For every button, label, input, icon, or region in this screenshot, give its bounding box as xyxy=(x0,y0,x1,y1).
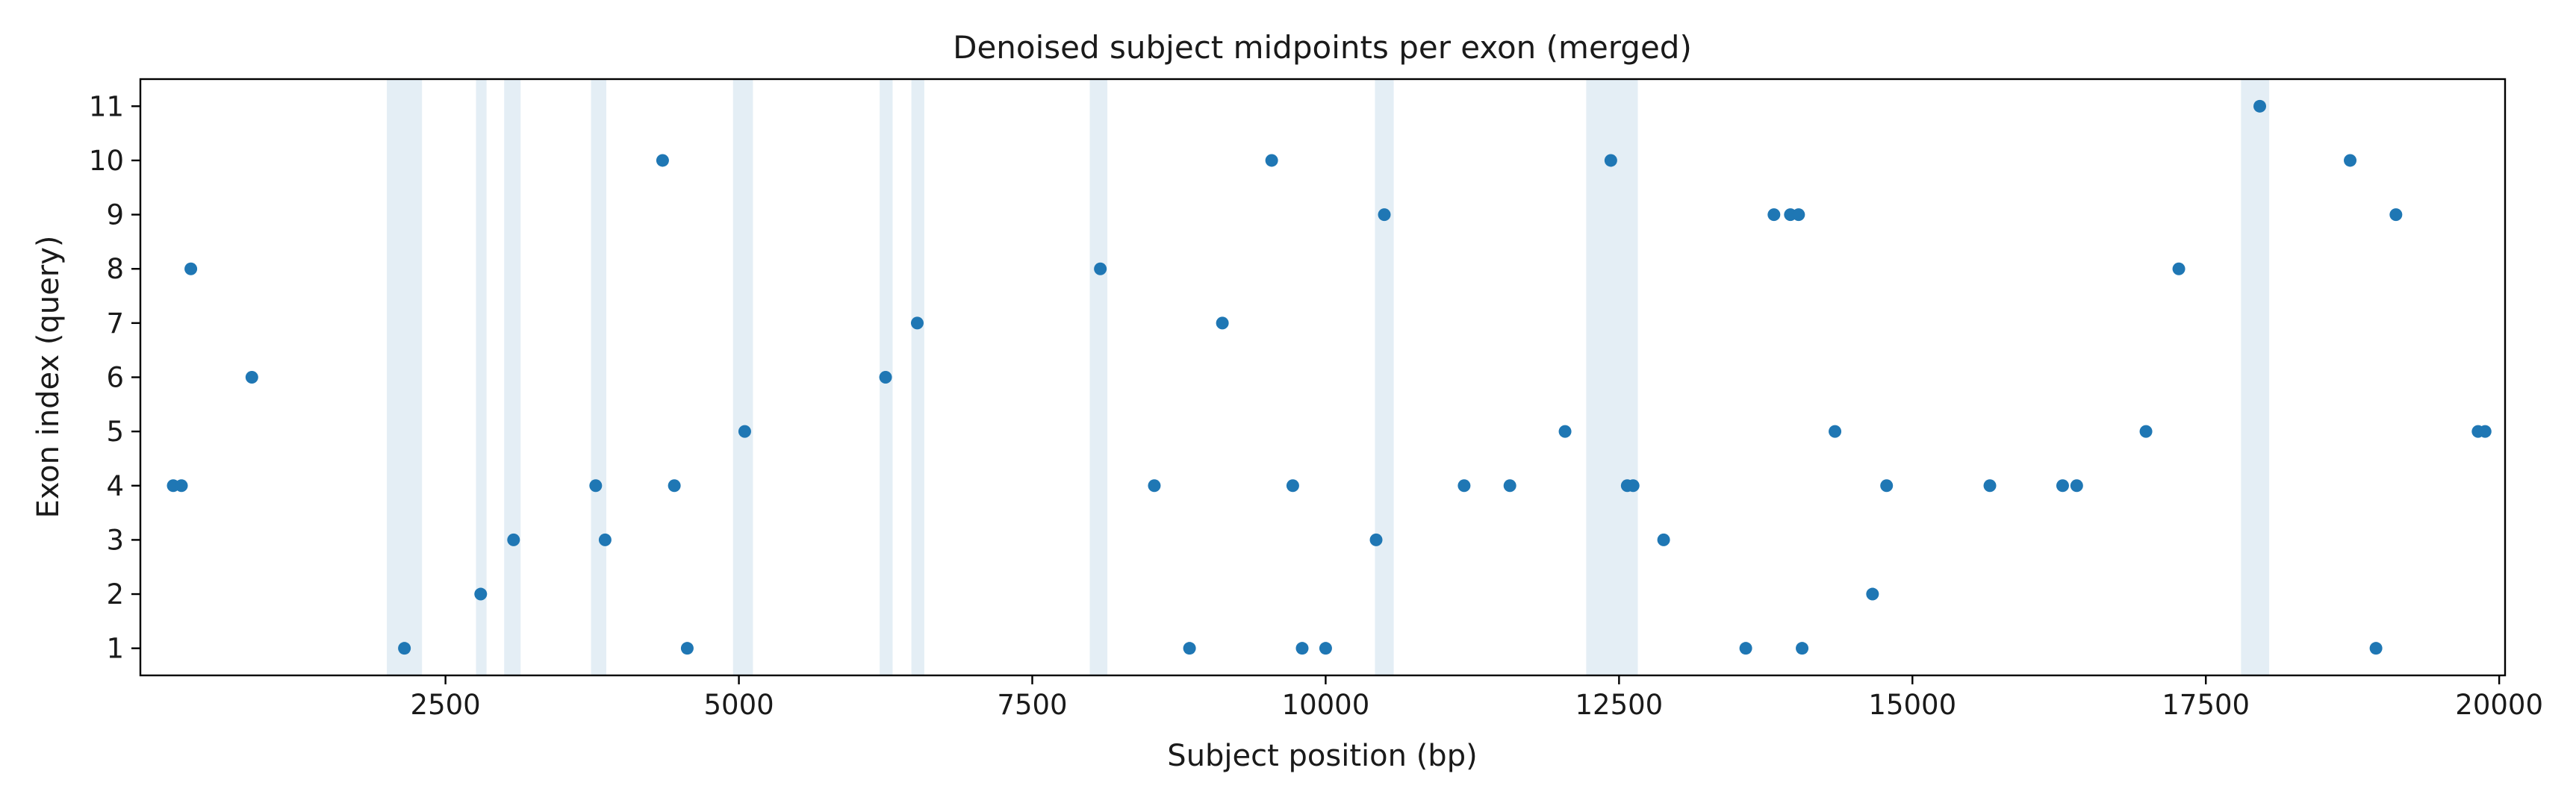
x-tick-label-15000: 15000 xyxy=(1868,689,1956,721)
data-point-38 xyxy=(1866,587,1879,601)
y-tick-label-5: 5 xyxy=(106,416,124,448)
data-point-14 xyxy=(910,316,924,330)
data-point-44 xyxy=(2172,262,2185,275)
data-point-48 xyxy=(2389,208,2403,222)
data-point-40 xyxy=(1983,479,1997,493)
y-tick-label-9: 9 xyxy=(106,199,124,231)
data-point-26 xyxy=(1503,479,1516,493)
data-point-5 xyxy=(474,587,488,601)
y-tick-label-7: 7 xyxy=(106,307,124,340)
data-point-17 xyxy=(1183,642,1196,655)
x-axis-ticks: 2500 5000 7500 10000 12500 15000 17500 20000 xyxy=(411,675,2543,721)
y-axis-ticks: 1 2 3 4 5 6 7 8 9 10 11 xyxy=(89,90,140,665)
x-axis-label: Subject position (bp) xyxy=(1167,739,1477,773)
data-point-50 xyxy=(2478,425,2492,438)
x-tick-label-10000: 10000 xyxy=(1282,689,1370,721)
data-point-2 xyxy=(184,262,198,275)
data-point-18 xyxy=(1216,316,1229,330)
highlight-band-4 xyxy=(732,79,753,675)
y-tick-label-4: 4 xyxy=(106,470,124,502)
data-point-15 xyxy=(1094,262,1107,275)
data-point-6 xyxy=(507,533,520,546)
data-point-24 xyxy=(1378,208,1391,222)
data-point-42 xyxy=(2070,479,2083,493)
y-tick-label-3: 3 xyxy=(106,524,124,556)
data-point-11 xyxy=(680,642,694,655)
x-tick-label-7500: 7500 xyxy=(997,689,1067,721)
data-point-31 xyxy=(1657,533,1670,546)
data-point-21 xyxy=(1295,642,1309,655)
data-point-22 xyxy=(1319,642,1332,655)
highlight-band-0 xyxy=(387,79,423,675)
data-point-25 xyxy=(1457,479,1471,493)
data-point-20 xyxy=(1286,479,1299,493)
y-tick-label-8: 8 xyxy=(106,253,124,285)
data-point-13 xyxy=(879,371,892,384)
data-point-8 xyxy=(598,533,612,546)
highlight-band-3 xyxy=(591,79,606,675)
highlight-band-7 xyxy=(1089,79,1108,675)
y-tick-label-6: 6 xyxy=(106,362,124,394)
data-point-1 xyxy=(175,479,188,493)
data-point-37 xyxy=(1829,425,1842,438)
x-tick-label-17500: 17500 xyxy=(2162,689,2250,721)
data-point-43 xyxy=(2139,425,2153,438)
data-point-3 xyxy=(245,371,258,384)
data-point-45 xyxy=(2253,99,2267,113)
chart-title: Denoised subject midpoints per exon (mer… xyxy=(953,29,1692,66)
data-point-41 xyxy=(2056,479,2069,493)
highlight-bands xyxy=(387,79,2270,675)
data-point-35 xyxy=(1792,208,1805,222)
data-point-46 xyxy=(2344,154,2357,167)
x-tick-label-2500: 2500 xyxy=(411,689,481,721)
y-tick-label-11: 11 xyxy=(89,90,124,122)
data-point-30 xyxy=(1626,479,1640,493)
data-point-10 xyxy=(668,479,681,493)
data-point-23 xyxy=(1369,533,1383,546)
data-point-28 xyxy=(1604,154,1617,167)
highlight-band-6 xyxy=(911,79,924,675)
highlight-band-10 xyxy=(2241,79,2270,675)
data-point-32 xyxy=(1739,642,1752,655)
y-tick-label-2: 2 xyxy=(106,578,124,610)
data-point-39 xyxy=(1880,479,1894,493)
data-point-4 xyxy=(398,642,411,655)
data-point-47 xyxy=(2369,642,2383,655)
x-tick-label-12500: 12500 xyxy=(1575,689,1664,721)
data-point-27 xyxy=(1558,425,1572,438)
data-points xyxy=(167,99,2492,655)
highlight-band-9 xyxy=(1586,79,1638,675)
data-point-12 xyxy=(738,425,751,438)
highlight-band-8 xyxy=(1375,79,1394,675)
y-axis-label: Exon index (query) xyxy=(31,235,66,518)
y-tick-label-1: 1 xyxy=(106,633,124,665)
data-point-16 xyxy=(1148,479,1161,493)
highlight-band-1 xyxy=(476,79,487,675)
data-point-36 xyxy=(1796,642,1809,655)
data-point-9 xyxy=(656,154,669,167)
y-tick-label-10: 10 xyxy=(89,145,124,177)
data-point-33 xyxy=(1767,208,1781,222)
data-point-19 xyxy=(1265,154,1278,167)
x-tick-label-20000: 20000 xyxy=(2455,689,2543,721)
data-point-7 xyxy=(589,479,603,493)
highlight-band-2 xyxy=(504,79,521,675)
plot-frame xyxy=(139,78,2507,677)
x-tick-label-5000: 5000 xyxy=(703,689,774,721)
